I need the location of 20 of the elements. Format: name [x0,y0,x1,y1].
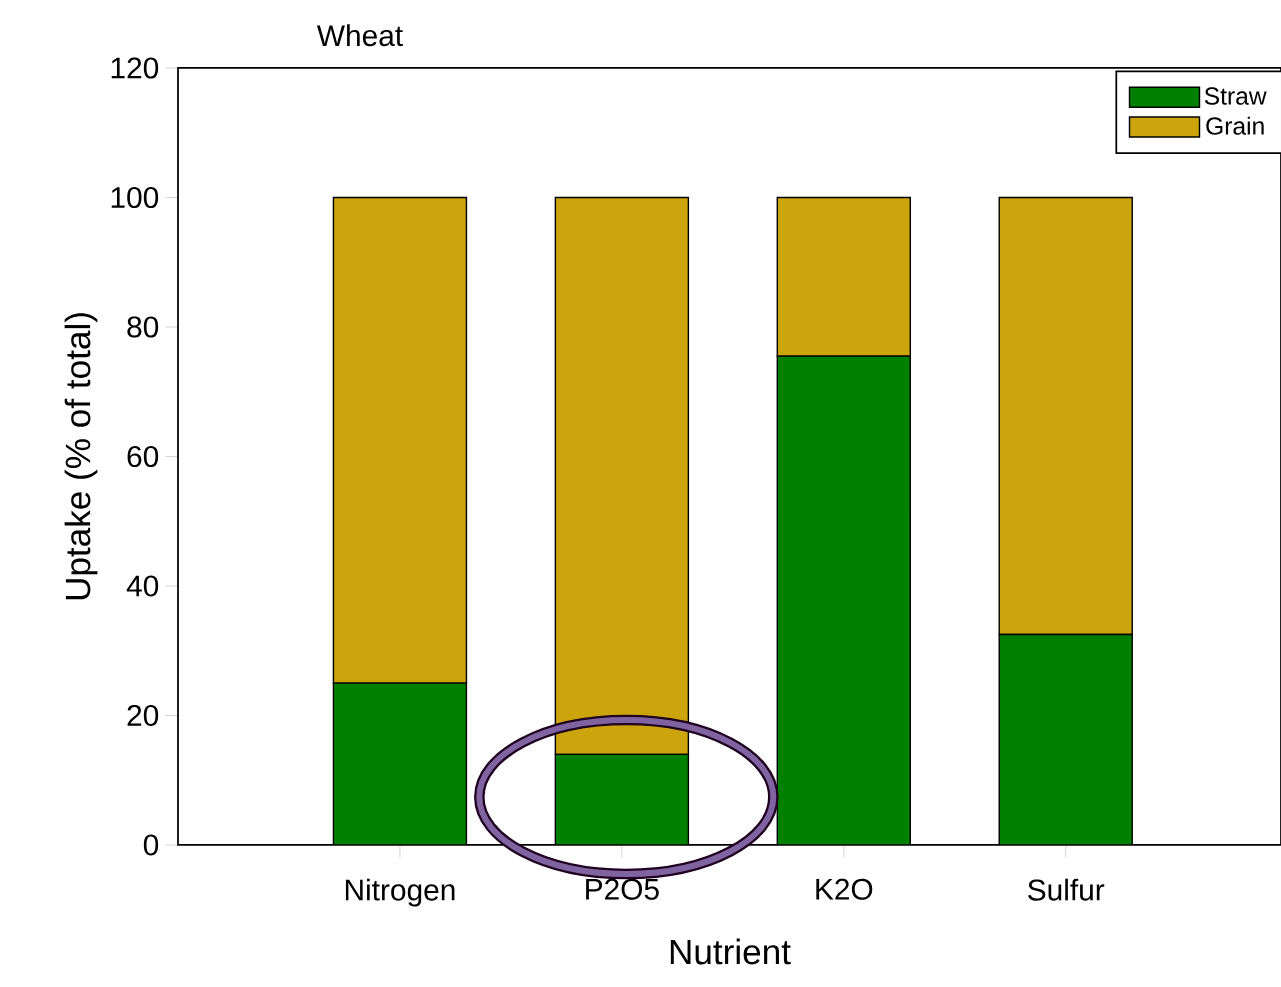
y-tick-label: 40 [126,575,159,597]
y-tick-label: 80 [127,316,159,338]
x-tick-label: P2O5 [586,878,659,900]
y-tick-label: 60 [127,445,159,468]
legend-label: Straw [1204,87,1267,105]
x-axis-title: Nutrient [670,938,791,965]
bar [554,753,690,845]
y-tick-label: 20 [127,704,159,727]
legend-label: Grain [1206,116,1264,135]
y-axis-title: Uptake (% of total) [64,313,98,600]
x-tick-label: Nitrogen [345,878,455,907]
x-tick-label: K2O [816,878,873,900]
x-tick-label: Sulfur [1028,878,1105,901]
bar [776,355,912,845]
y-tick-label: 100 [111,186,159,209]
y-tick-label: 0 [143,834,159,856]
chart-title: Wheat [316,24,403,47]
bar [998,633,1133,845]
bar [332,682,468,845]
y-tick-label: 120 [111,57,159,79]
